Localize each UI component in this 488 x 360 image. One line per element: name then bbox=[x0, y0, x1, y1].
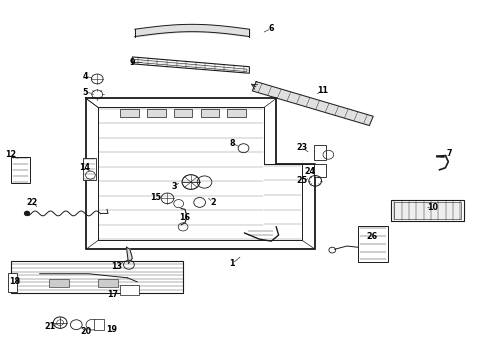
Bar bbox=[200, 109, 219, 117]
Text: 2: 2 bbox=[209, 198, 215, 207]
Bar bbox=[120, 109, 139, 117]
Text: 16: 16 bbox=[179, 213, 190, 222]
Bar bbox=[357, 226, 387, 261]
Bar bbox=[147, 109, 165, 117]
Circle shape bbox=[24, 211, 29, 215]
Text: 7: 7 bbox=[446, 149, 451, 158]
Bar bbox=[120, 285, 139, 295]
Text: 23: 23 bbox=[296, 143, 307, 152]
Text: 1: 1 bbox=[229, 259, 235, 268]
Bar bbox=[11, 261, 183, 293]
Text: 4: 4 bbox=[82, 72, 88, 81]
Text: 20: 20 bbox=[81, 327, 91, 336]
Polygon shape bbox=[132, 57, 249, 73]
Text: 11: 11 bbox=[316, 86, 327, 95]
Polygon shape bbox=[135, 59, 246, 72]
Bar bbox=[82, 158, 96, 180]
Text: 13: 13 bbox=[111, 262, 122, 271]
Text: 12: 12 bbox=[5, 150, 16, 159]
Text: 17: 17 bbox=[107, 291, 118, 300]
Text: 24: 24 bbox=[304, 167, 315, 176]
Text: 18: 18 bbox=[9, 277, 20, 286]
Polygon shape bbox=[126, 247, 132, 264]
Bar bbox=[227, 109, 245, 117]
Bar bbox=[313, 145, 325, 159]
Bar bbox=[94, 319, 104, 329]
Bar bbox=[313, 164, 325, 177]
Polygon shape bbox=[393, 202, 460, 219]
Text: 22: 22 bbox=[27, 198, 38, 207]
Text: 6: 6 bbox=[268, 24, 273, 33]
Text: 15: 15 bbox=[150, 193, 161, 202]
Text: 5: 5 bbox=[82, 88, 88, 97]
Text: 19: 19 bbox=[106, 325, 117, 334]
Bar bbox=[8, 273, 17, 292]
Bar bbox=[11, 157, 30, 183]
Text: 8: 8 bbox=[229, 139, 235, 148]
Text: 26: 26 bbox=[366, 232, 377, 241]
Bar bbox=[49, 279, 69, 287]
Text: 10: 10 bbox=[426, 203, 437, 212]
Text: 25: 25 bbox=[296, 176, 307, 185]
Text: 21: 21 bbox=[45, 322, 56, 331]
Text: 3: 3 bbox=[171, 181, 176, 190]
Text: 14: 14 bbox=[79, 163, 90, 172]
Polygon shape bbox=[252, 82, 372, 126]
Bar bbox=[173, 109, 192, 117]
Bar bbox=[98, 279, 118, 287]
Text: 9: 9 bbox=[129, 58, 135, 67]
Polygon shape bbox=[390, 201, 463, 221]
